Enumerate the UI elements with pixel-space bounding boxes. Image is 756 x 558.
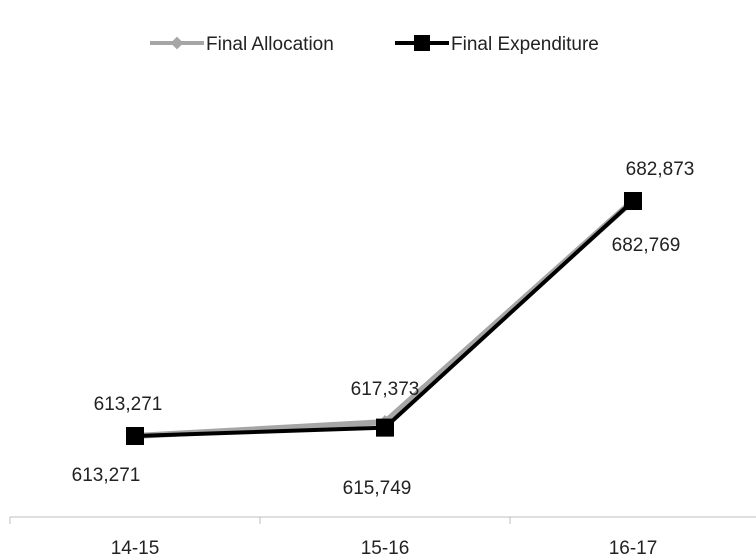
series-line-final-expenditure [134, 199, 635, 438]
series-final-allocation [127, 193, 641, 444]
data-label-final-allocation-14-15: 613,271 [94, 394, 163, 415]
legend-label-final-expenditure: Final Expenditure [451, 34, 599, 55]
legend-marker-final-allocation [170, 36, 184, 50]
legend-marker-final-expenditure [414, 35, 430, 51]
legend-item-final-allocation: Final Allocation [150, 34, 334, 55]
data-labels: 613,271 617,373 682,873 613,271 615,749 682,7… [72, 159, 695, 499]
data-label-final-expenditure-16-17: 682,769 [612, 235, 681, 256]
data-label-final-expenditure-15-16: 615,749 [343, 478, 412, 499]
legend: Final Allocation Final Expenditure [150, 34, 599, 55]
x-tick-label-14-15: 14-15 [111, 538, 160, 558]
data-point-final-expenditure-15-16 [376, 418, 394, 437]
x-axis: 14-15 15-16 16-17 [9, 516, 756, 558]
x-tick-label-16-17: 16-17 [609, 538, 658, 558]
data-point-final-expenditure-16-17 [624, 192, 642, 210]
legend-item-final-expenditure: Final Expenditure [395, 34, 599, 55]
series-final-expenditure [126, 192, 642, 445]
series-line-final-allocation [134, 198, 635, 439]
data-label-final-allocation-16-17: 682,873 [626, 159, 695, 180]
data-point-final-expenditure-14-15 [126, 427, 144, 445]
x-tick-label-15-16: 15-16 [361, 538, 410, 558]
data-label-final-allocation-15-16: 617,373 [351, 379, 420, 400]
data-label-final-expenditure-14-15: 613,271 [72, 465, 141, 486]
series-layer [126, 192, 642, 445]
legend-label-final-allocation: Final Allocation [206, 34, 334, 55]
